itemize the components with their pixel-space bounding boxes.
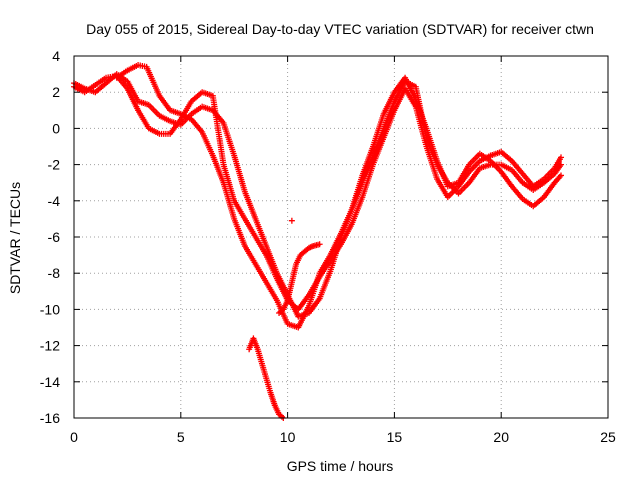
x-tick-label: 5 [177, 429, 185, 445]
data-point [558, 154, 565, 161]
series-4 [276, 241, 323, 317]
x-tick-label: 15 [387, 429, 403, 445]
x-tick-label: 25 [600, 429, 616, 445]
series-5 [246, 335, 287, 421]
data-point [558, 172, 565, 179]
series-3 [113, 62, 565, 331]
x-tick-labels: 0 5 10 15 20 25 [70, 429, 616, 445]
tick-marks [73, 55, 609, 419]
y-tick-label: -12 [40, 338, 60, 354]
grid-lines [74, 56, 608, 418]
y-tick-label: -10 [40, 301, 60, 317]
y-tick-label: -6 [48, 229, 61, 245]
y-tick-label: -14 [40, 374, 60, 390]
data-point [288, 217, 295, 224]
y-tick-label: -4 [48, 193, 61, 209]
y-tick-labels: -16 -14 -12 -10 -8 -6 -4 -2 0 2 4 [40, 48, 60, 426]
data-point [316, 241, 323, 248]
y-tick-label: 0 [52, 120, 60, 136]
y-tick-label: -2 [48, 157, 61, 173]
y-tick-label: 4 [52, 48, 60, 64]
series-6 [288, 217, 295, 224]
y-tick-label: 2 [52, 84, 60, 100]
y-tick-label: -16 [40, 410, 60, 426]
x-tick-label: 0 [70, 429, 78, 445]
y-axis-label: SDTVAR / TECUs [7, 182, 23, 294]
x-tick-label: 10 [280, 429, 296, 445]
x-axis-label: GPS time / hours [287, 458, 394, 474]
x-tick-label: 20 [493, 429, 509, 445]
chart-title: Day 055 of 2015, Sidereal Day-to-day VTE… [86, 21, 594, 37]
data-points [71, 62, 565, 421]
y-tick-label: -8 [48, 265, 61, 281]
